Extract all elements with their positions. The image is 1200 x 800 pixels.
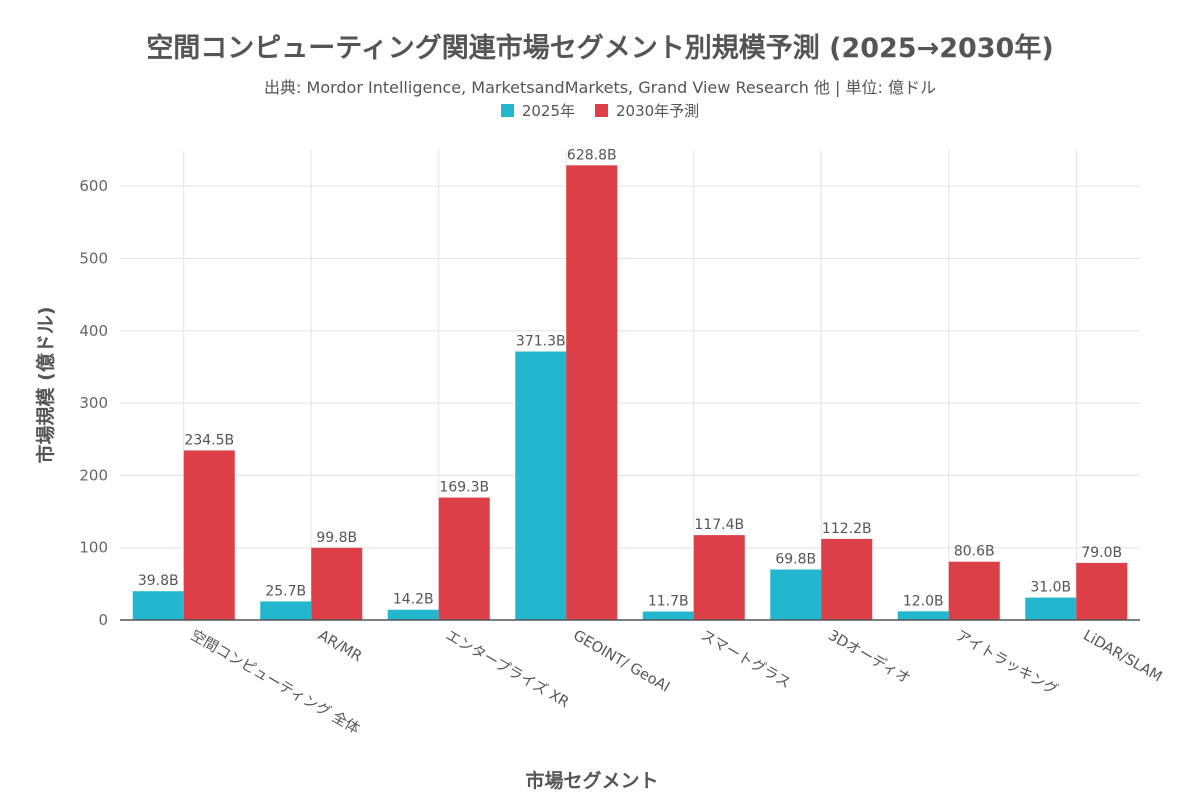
bar-2025 [260,601,312,620]
y-tick-label: 0 [98,611,108,629]
data-label: 112.2B [822,521,872,537]
bar-2025 [642,611,694,620]
bar-2030 [566,165,618,620]
data-label: 99.8B [316,530,357,546]
legend-label-2030: 2030年予測 [616,102,700,120]
x-tick-label: スマートグラス [698,627,794,692]
bar-2030 [183,450,235,620]
x-axis-title: 市場セグメント [525,769,658,792]
legend-label-2025: 2025年 [521,102,575,120]
legend-item-2030[interactable]: 2030年予測 [595,100,699,121]
chart-title: 空間コンピューティング関連市場セグメント別規模予測 (2025→2030年) [146,33,1054,64]
y-tick-label: 600 [79,177,108,195]
data-label: 234.5B [184,432,234,448]
bar-2030 [1076,562,1128,620]
bar-2025 [387,609,439,620]
bar-2030 [821,538,873,620]
legend-swatch-2030 [595,104,608,117]
data-label: 14.2B [393,592,434,608]
bar-2025 [132,591,184,620]
data-label: 31.0B [1030,580,1071,596]
legend-swatch-2025 [500,104,514,117]
bar-2025 [897,611,949,620]
data-label: 169.3B [439,480,489,496]
x-tick-label: 3Dオーディオ [825,626,914,688]
data-label: 12.0B [903,593,944,609]
bar-2030 [311,547,363,620]
x-tick-label: LiDAR/SLAM [1080,628,1164,686]
y-tick-label: 300 [79,394,108,412]
bar-2030 [693,535,745,620]
data-label: 11.7B [648,594,689,610]
data-label: 39.8B [138,573,179,589]
y-tick-label: 100 [79,539,108,557]
x-tick-label: アイトラッキング [953,627,1061,699]
x-tick-label: エンタープライズ XR [443,627,572,711]
y-tick-label: 200 [79,466,108,484]
data-label: 80.6B [954,544,995,560]
data-label: 371.3B [516,334,566,350]
legend: 2025年 2030年予測 [0,100,1200,121]
data-label: 79.0B [1081,545,1122,561]
y-tick-label: 400 [79,322,108,340]
legend-item-2025[interactable]: 2025年 [500,100,575,121]
x-tick-label: AR/MR [315,628,364,666]
bar-2025 [1025,597,1077,620]
bar-2030 [948,561,1000,620]
data-label: 628.8B [567,147,617,163]
data-label: 69.8B [775,552,816,568]
chart-subtitle: 出典: Mordor Intelligence, MarketsandMarke… [264,78,936,97]
data-label: 25.7B [265,583,306,599]
y-axis-title: 市場規模 (億ドル) [34,307,57,464]
data-label: 117.4B [694,517,744,533]
y-tick-label: 500 [79,249,108,267]
bar-2025 [770,569,822,620]
x-tick-label: GEOINT/ GeoAI [570,628,672,696]
bar-2030 [438,497,490,620]
bar-2025 [515,351,567,620]
